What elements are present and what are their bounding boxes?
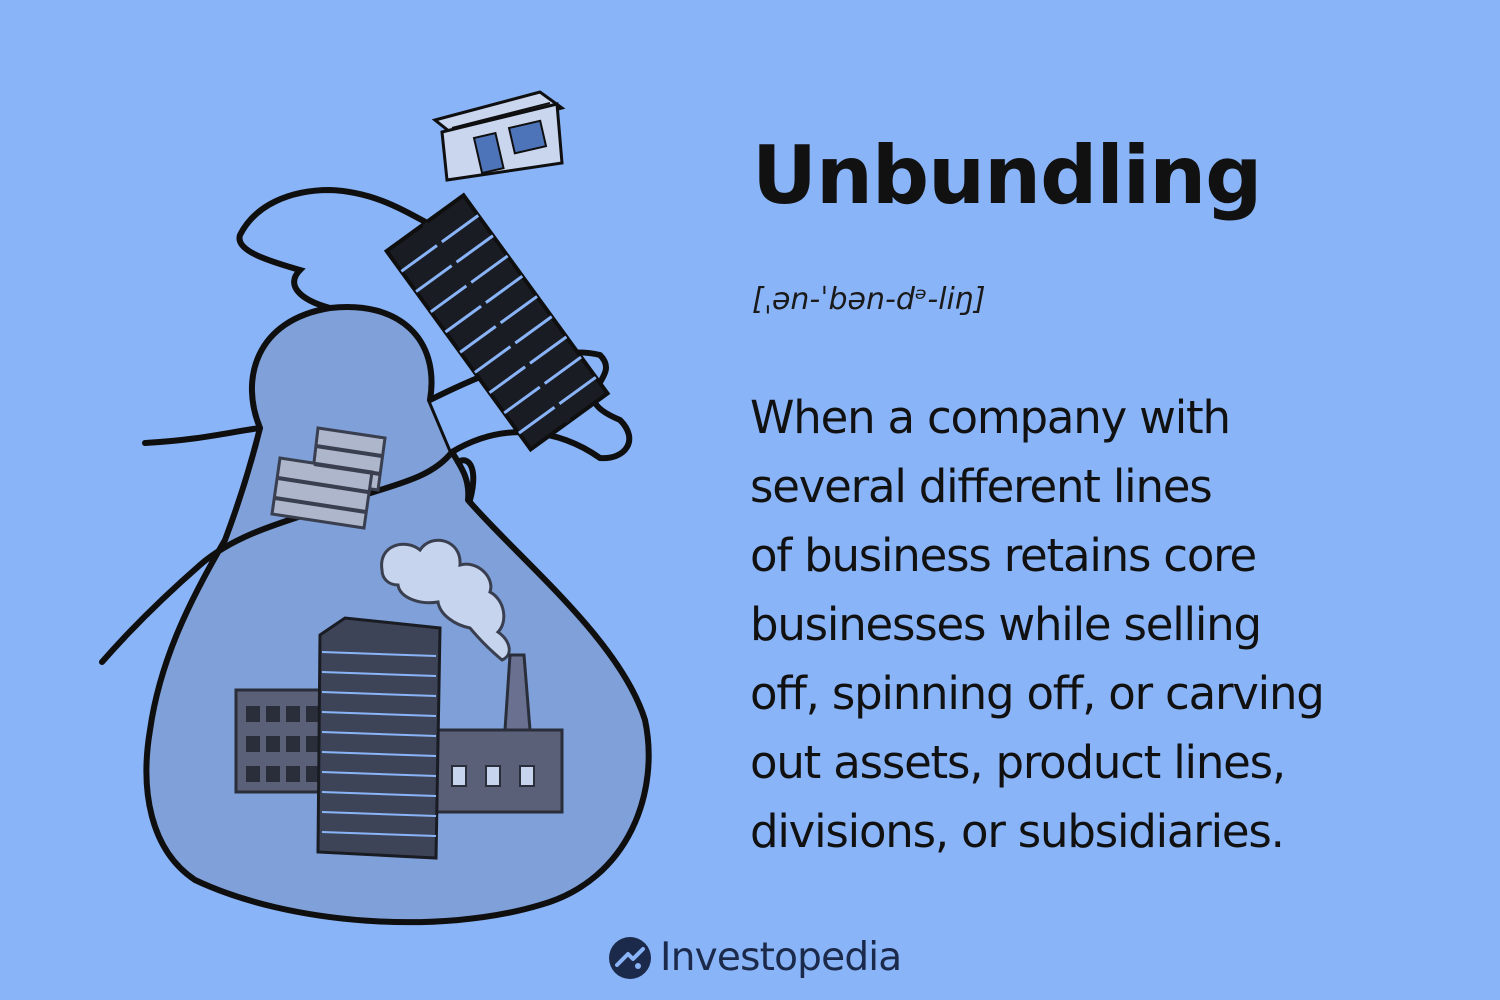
- definition-line: divisions, or subsidiaries.: [750, 805, 1285, 858]
- definition-line: When a company with: [750, 391, 1231, 444]
- bag-illustration: [99, 90, 652, 926]
- small-building-icon: [270, 426, 387, 530]
- bag-drawstring: [99, 425, 477, 665]
- definition: When a company with several different li…: [750, 383, 1450, 866]
- investopedia-logo-icon: [609, 937, 651, 979]
- brand-footer: Investopedia: [608, 932, 902, 984]
- term-title: Unbundling: [752, 129, 1262, 222]
- definition-line: businesses while selling: [750, 598, 1262, 651]
- definition-line: several different lines: [750, 460, 1213, 513]
- definition-line: off, spinning off, or carving: [750, 667, 1325, 720]
- pronunciation: [ˌən-ˈbən-dᵊ-liŋ]: [752, 282, 986, 317]
- office-tower-icon: [383, 192, 611, 453]
- factory-icon: [234, 616, 564, 860]
- definition-line: out assets, product lines,: [750, 736, 1286, 789]
- storefront-icon: [431, 90, 566, 182]
- brand-name: Investopedia: [660, 935, 902, 980]
- smoke-icon: [380, 538, 511, 662]
- definition-line: of business retains core: [750, 529, 1257, 582]
